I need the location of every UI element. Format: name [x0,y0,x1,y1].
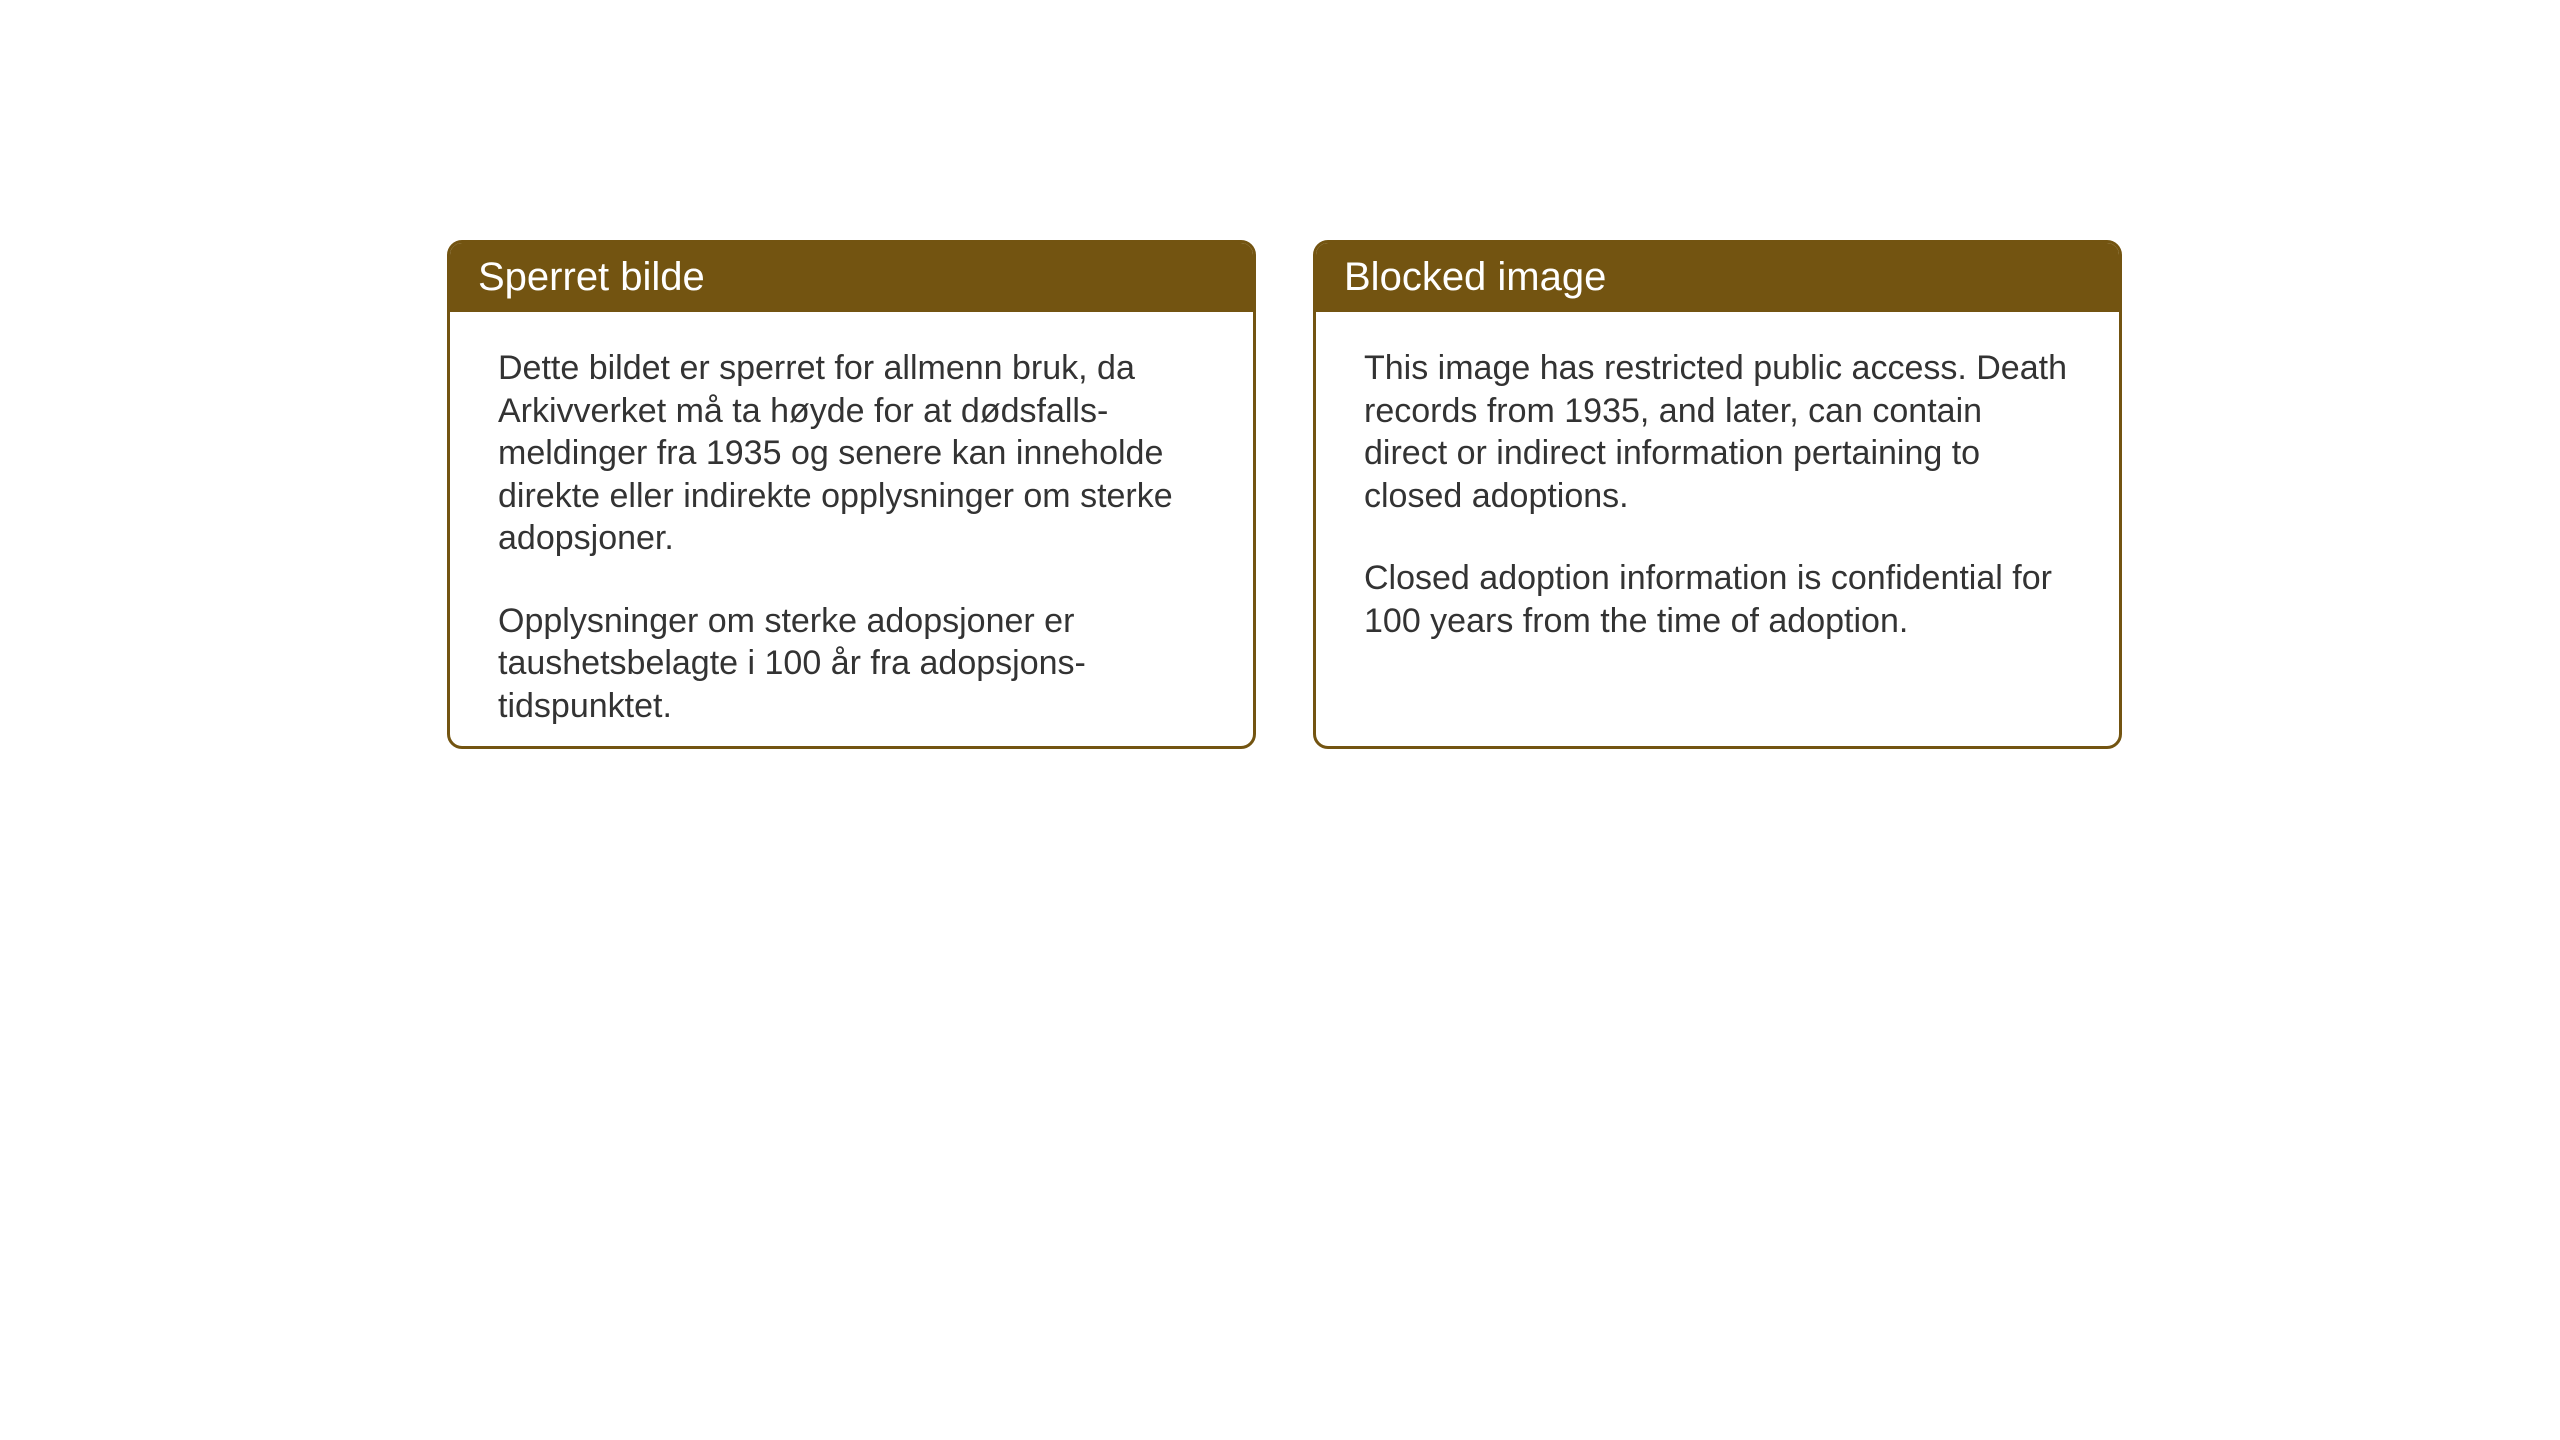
notice-paragraph-1-norwegian: Dette bildet er sperret for allmenn bruk… [498,347,1205,560]
notices-container: Sperret bilde Dette bildet er sperret fo… [447,240,2122,749]
notice-header-norwegian: Sperret bilde [450,243,1253,312]
notice-title-english: Blocked image [1344,255,1606,299]
notice-body-english: This image has restricted public access.… [1316,312,2119,677]
notice-header-english: Blocked image [1316,243,2119,312]
notice-paragraph-2-norwegian: Opplysninger om sterke adopsjoner er tau… [498,600,1205,728]
notice-box-norwegian: Sperret bilde Dette bildet er sperret fo… [447,240,1256,749]
notice-paragraph-1-english: This image has restricted public access.… [1364,347,2071,517]
notice-body-norwegian: Dette bildet er sperret for allmenn bruk… [450,312,1253,749]
notice-paragraph-2-english: Closed adoption information is confident… [1364,557,2071,642]
notice-title-norwegian: Sperret bilde [478,255,705,299]
notice-box-english: Blocked image This image has restricted … [1313,240,2122,749]
